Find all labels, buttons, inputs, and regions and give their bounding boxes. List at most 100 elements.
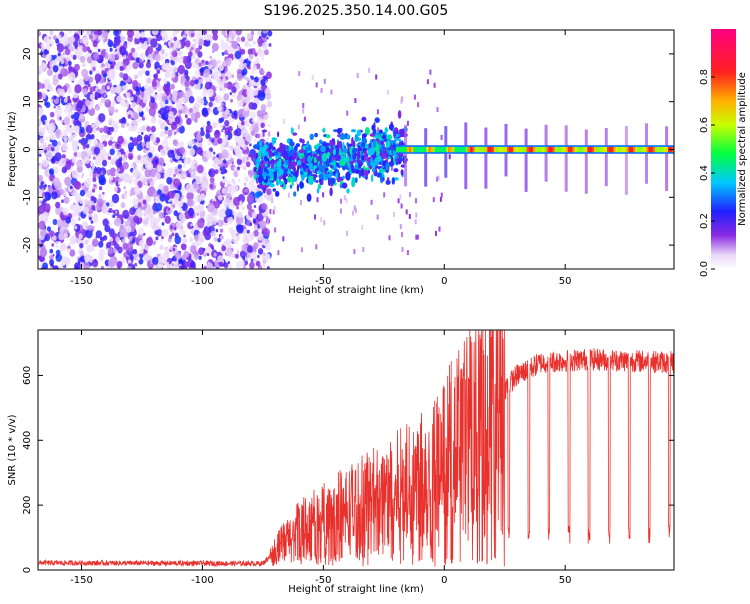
heatmap-noise-cell <box>126 242 134 252</box>
heatmap-noise-cell <box>38 70 41 75</box>
heatmap-main-cell <box>637 146 640 153</box>
heatmap-noise-cell <box>74 63 80 72</box>
heatmap-noise-cell <box>38 91 43 100</box>
heatmap-noise-cell <box>161 95 167 102</box>
heatmap-band-cell <box>287 145 290 155</box>
heatmap-band-cell <box>309 133 314 140</box>
heatmap-noise-cell <box>204 81 212 90</box>
heatmap-noise-cell <box>55 38 60 44</box>
heatmap-noise-cell <box>169 245 173 250</box>
heatmap-noise-cell <box>180 243 186 250</box>
heatmap-noise-cell <box>246 203 252 210</box>
heatmap-noise-cell <box>155 202 163 212</box>
heatmap-faint-cell <box>400 203 403 209</box>
heatmap-noise-cell <box>89 70 93 75</box>
heatmap-noise-cell <box>82 45 88 53</box>
heatmap-main-cell <box>648 146 651 153</box>
heatmap-noise-cell <box>173 226 177 231</box>
heatmap-noise-cell <box>236 215 244 225</box>
heatmap-noise-cell <box>146 46 153 54</box>
heatmap-noise-cell <box>46 84 51 91</box>
heatmap-noise-cell <box>108 258 116 268</box>
heatmap-noise-cell <box>206 221 211 228</box>
heatmap-noise-cell <box>242 264 247 269</box>
heatmap-noise-cell <box>63 232 69 239</box>
heatmap-band-cell <box>321 179 324 186</box>
heatmap-noise-cell <box>155 172 161 180</box>
heatmap-noise-cell <box>167 207 171 211</box>
heatmap-band-cell <box>298 149 305 154</box>
heatmap-noise-cell <box>180 96 185 102</box>
heatmap-noise-cell <box>74 84 82 94</box>
heatmap-noise-cell <box>56 254 59 259</box>
heatmap-noise-cell <box>95 106 100 111</box>
heatmap-noise-cell <box>68 242 71 247</box>
heatmap-noise-cell <box>211 230 216 237</box>
heatmap-noise-cell <box>59 116 62 120</box>
heatmap-faint-cell <box>311 75 314 80</box>
heatmap-noise-cell <box>203 99 208 106</box>
heatmap-band-cell <box>400 169 404 176</box>
heatmap-band-cell <box>386 147 391 151</box>
heatmap-noise-cell <box>141 142 145 148</box>
heatmap-noise-cell <box>92 172 97 178</box>
heatmap-noise-cell <box>47 158 51 162</box>
heatmap-band-cell <box>381 145 386 153</box>
heatmap-noise-cell <box>184 114 188 118</box>
heatmap-band-cell <box>395 133 400 138</box>
heatmap-noise-cell <box>226 150 230 154</box>
heatmap-noise-cell <box>76 151 82 159</box>
heatmap-noise-cell <box>90 195 95 201</box>
heatmap-noise-cell <box>108 105 115 115</box>
heatmap-noise-cell <box>39 200 42 204</box>
heatmap-noise-cell <box>187 140 193 147</box>
snr-xlabel: Height of straight line (km) <box>288 584 424 595</box>
heatmap-noise-cell <box>124 190 128 195</box>
heatmap-noise-cell <box>222 159 227 164</box>
heatmap-noise-cell <box>225 208 233 218</box>
heatmap-noise-cell <box>221 52 225 56</box>
heatmap-noise-cell <box>204 33 210 42</box>
heatmap-noise-cell <box>253 61 257 65</box>
heatmap-noise-cell <box>115 64 119 69</box>
heatmap-noise-cell <box>174 168 180 175</box>
heatmap-main-cell <box>478 146 481 153</box>
heatmap-noise-cell <box>165 146 170 151</box>
heatmap-noise-cell <box>234 134 242 144</box>
heatmap-noise-cell <box>118 119 122 124</box>
heatmap-noise-cell <box>113 155 118 161</box>
heatmap-noise-cell <box>198 142 203 147</box>
heatmap-band-cell <box>320 145 326 153</box>
heatmap-noise-cell <box>196 146 203 155</box>
heatmap-noise-cell <box>111 100 117 107</box>
heatmap-noise-cell <box>42 142 47 148</box>
heatmap-main-cell <box>609 146 612 153</box>
heatmap-noise-cell <box>172 139 179 147</box>
heatmap-band-cell <box>274 151 277 156</box>
heatmap-band-cell <box>299 154 303 160</box>
heatmap-band-cell <box>303 158 306 164</box>
heatmap-main-cell <box>528 146 532 153</box>
heatmap-noise-cell <box>213 236 218 242</box>
heatmap-noise-cell <box>61 142 69 152</box>
heatmap-faint-cell <box>302 102 305 108</box>
snr-xtick-label: 50 <box>559 575 572 586</box>
heatmap-noise-cell <box>69 204 76 211</box>
heatmap-faint-cell <box>302 108 305 114</box>
heatmap-noise-cell <box>105 48 109 54</box>
heatmap-xtick-label: 0 <box>441 276 447 287</box>
heatmap-noise-cell <box>39 153 42 157</box>
heatmap-band-cell <box>316 188 320 194</box>
heatmap-noise-cell <box>177 173 182 180</box>
heatmap-noise-cell <box>265 253 271 260</box>
heatmap-main-cell <box>604 146 608 153</box>
heatmap-faint-cell <box>399 224 402 230</box>
heatmap-noise-cell <box>41 188 45 192</box>
heatmap-noise-cell <box>119 46 127 56</box>
heatmap-faint-cell <box>300 247 303 253</box>
heatmap-noise-cell <box>141 67 146 74</box>
heatmap-noise-cell <box>247 48 253 56</box>
heatmap-band-cell <box>376 172 382 178</box>
heatmap-noise-cell <box>189 79 195 87</box>
heatmap-noise-cell <box>196 164 204 174</box>
